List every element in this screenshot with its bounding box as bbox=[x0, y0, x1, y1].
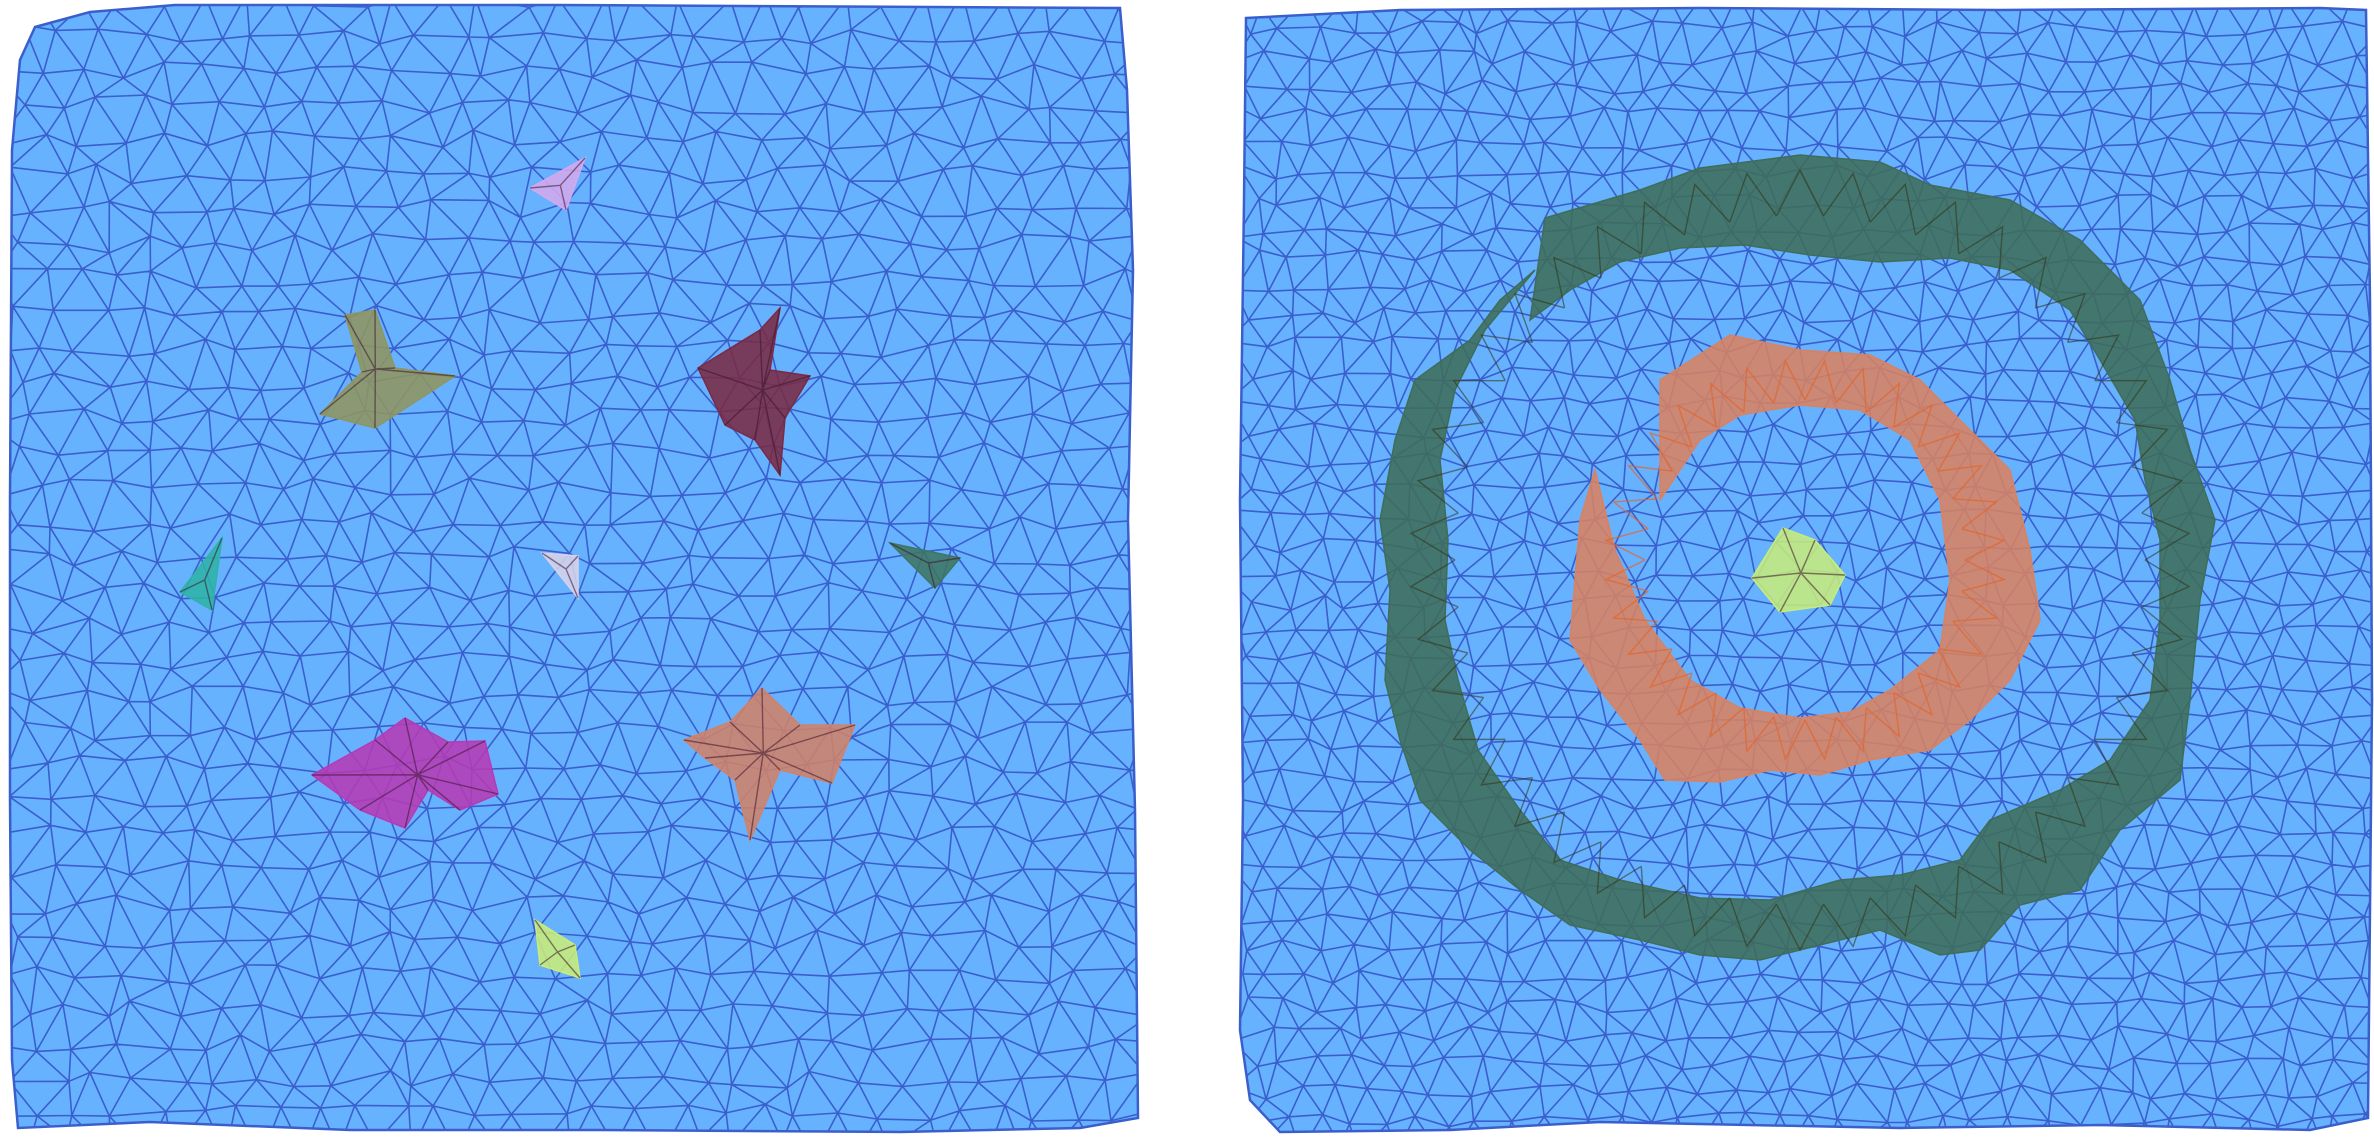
inner-ring-edges bbox=[1604, 359, 2006, 761]
region-center-edges bbox=[1751, 527, 1846, 613]
outer-ring-edges bbox=[1409, 168, 2191, 952]
region-salmon-edges bbox=[683, 687, 856, 841]
region-darkgreen-edges bbox=[889, 542, 961, 589]
region-outer-ring bbox=[1379, 154, 2216, 961]
left-mesh-edges bbox=[10, 5, 1138, 1132]
right-mesh-edges bbox=[1240, 8, 2372, 1132]
region-teal-edges bbox=[179, 537, 223, 611]
mesh-edge-lines bbox=[1240, 8, 2372, 1132]
region-lavender-edges bbox=[529, 157, 586, 211]
region-maroon-edges bbox=[697, 307, 811, 476]
region-magenta-edges bbox=[311, 717, 499, 829]
right-colored-regions bbox=[1379, 154, 2216, 961]
region-lavender bbox=[528, 156, 587, 212]
region-maroon bbox=[697, 305, 812, 478]
region-darkgreen bbox=[887, 541, 962, 590]
region-inner-ring bbox=[1569, 334, 2041, 783]
region-lightgray-edges bbox=[541, 552, 579, 599]
left-mesh-panel bbox=[8, 3, 1140, 1134]
mesh-edge-lines bbox=[10, 5, 1138, 1132]
region-lightgray bbox=[540, 552, 579, 601]
right-mesh-panel bbox=[1238, 6, 2374, 1134]
region-olive-edges bbox=[319, 309, 456, 429]
region-teal bbox=[178, 535, 224, 612]
left-colored-regions bbox=[178, 156, 962, 980]
region-lime-edges bbox=[534, 919, 581, 979]
